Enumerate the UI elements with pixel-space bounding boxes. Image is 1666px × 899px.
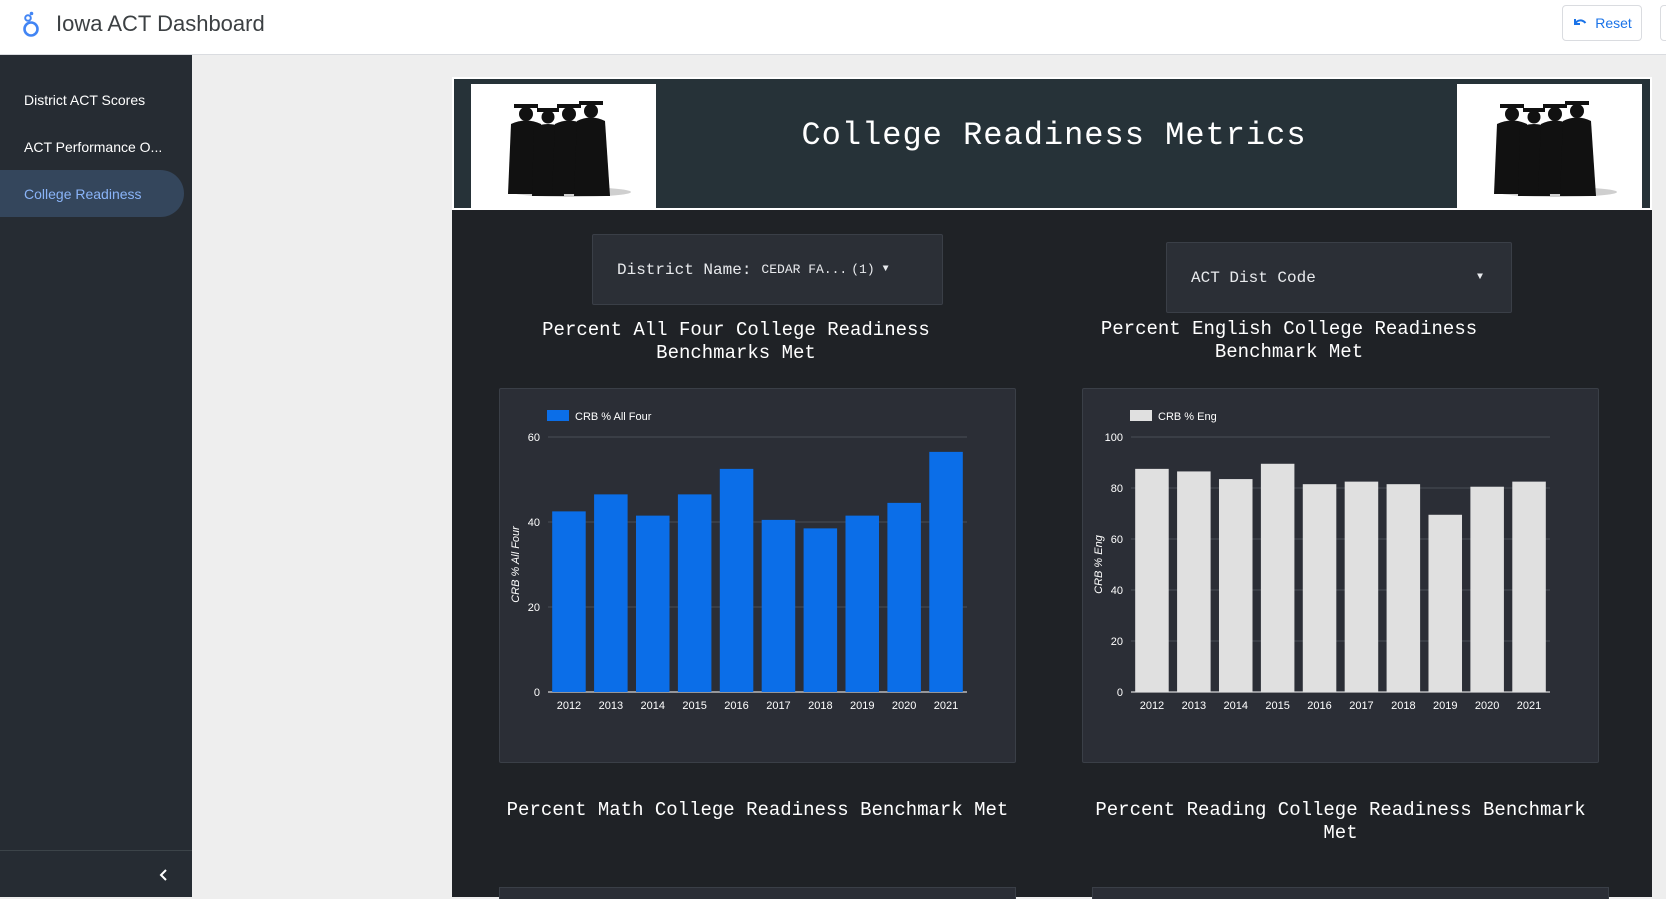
chart-english[interactable]: CRB % Eng 0 20 40 60 80 100 CRB % Eng 2012 2013 20… xyxy=(1082,388,1599,763)
undo-icon xyxy=(1574,19,1587,25)
bar xyxy=(929,451,963,692)
x-tick-label: 2013 xyxy=(599,700,623,712)
x-tick-label: 2017 xyxy=(1349,700,1373,712)
nav-item-district-act-scores[interactable]: District ACT Scores xyxy=(0,76,184,123)
nav-item-act-performance[interactable]: ACT Performance O... xyxy=(0,123,184,170)
x-tick-label: 2015 xyxy=(1265,700,1289,712)
bar xyxy=(552,511,586,692)
y-tick-label: 40 xyxy=(528,517,540,529)
dropdown-arrow-icon: ▼ xyxy=(882,264,889,275)
bar xyxy=(719,468,754,692)
bar xyxy=(1135,468,1169,692)
x-tick-label: 2012 xyxy=(1140,700,1164,712)
nav-item-label: College Readiness xyxy=(24,185,142,202)
y-tick-label: 20 xyxy=(1111,636,1123,648)
bar xyxy=(1177,471,1211,692)
bar xyxy=(1386,484,1421,692)
chart-reading[interactable] xyxy=(1092,887,1609,899)
graduates-silhouette-icon xyxy=(1494,101,1617,197)
bar xyxy=(1302,484,1337,692)
chart-title-all-four: Percent All Four College Readiness Bench… xyxy=(542,319,930,364)
nav-item-label: ACT Performance O... xyxy=(24,138,163,155)
bar xyxy=(1218,479,1253,692)
legend-swatch xyxy=(547,410,569,421)
bar xyxy=(845,515,880,692)
x-tick-label: 2021 xyxy=(934,700,958,712)
act-dist-code-filter[interactable]: ACT Dist Code ▼ xyxy=(1166,242,1512,313)
y-axis-label: CRB % Eng xyxy=(1093,534,1105,594)
bar xyxy=(1512,481,1546,692)
y-tick-label: 0 xyxy=(534,687,540,699)
bar-chart-english: CRB % Eng 0 20 40 60 80 100 CRB % Eng 2012 2013 20… xyxy=(1093,410,1550,712)
bar xyxy=(1470,486,1504,692)
bar xyxy=(761,519,796,692)
looker-studio-logo-icon xyxy=(23,11,39,37)
dist-code-filter-label: ACT Dist Code xyxy=(1191,268,1316,287)
legend-label: CRB % All Four xyxy=(575,411,652,423)
x-tick-label: 2014 xyxy=(1224,700,1248,712)
app-title: Iowa ACT Dashboard xyxy=(56,11,265,36)
banner-title: College Readiness Metrics xyxy=(801,117,1307,154)
page-navigation-sidebar: District ACT Scores ACT Performance O...… xyxy=(0,55,192,897)
bar xyxy=(1344,481,1379,692)
bar xyxy=(887,502,921,692)
graduates-image xyxy=(471,84,656,208)
top-bar: Iowa ACT Dashboard Reset xyxy=(0,0,1666,55)
legend-label: CRB % Eng xyxy=(1158,411,1217,423)
district-filter-label: District Name: xyxy=(617,260,752,279)
x-tick-label: 2014 xyxy=(641,700,665,712)
district-filter-count: (1) xyxy=(851,262,875,277)
y-tick-label: 20 xyxy=(528,602,540,614)
x-tick-label: 2017 xyxy=(766,700,790,712)
x-tick-label: 2016 xyxy=(1307,700,1331,712)
bar xyxy=(677,494,712,692)
y-tick-label: 60 xyxy=(528,432,540,444)
chart-title-math: Percent Math College Readiness Benchmark… xyxy=(506,799,1009,821)
reset-button[interactable]: Reset xyxy=(1562,5,1642,41)
chart-title-reading: Percent Reading College Readiness Benchm… xyxy=(1095,799,1586,844)
chart-math[interactable] xyxy=(499,887,1016,899)
x-tick-label: 2012 xyxy=(557,700,581,712)
district-name-filter[interactable]: District Name: CEDAR FA... (1) ▼ xyxy=(592,234,943,305)
y-tick-label: 60 xyxy=(1111,534,1123,546)
legend-swatch xyxy=(1130,410,1152,421)
y-axis-label: CRB % All Four xyxy=(510,525,522,603)
y-tick-label: 40 xyxy=(1111,585,1123,597)
more-options-button[interactable] xyxy=(1660,5,1666,41)
bar xyxy=(1428,514,1463,692)
y-tick-label: 0 xyxy=(1117,687,1123,699)
bar xyxy=(635,515,670,692)
bar-chart-all-four: CRB % All Four 0 20 40 60 CRB % All Four 2012 2… xyxy=(510,410,967,712)
reset-label: Reset xyxy=(1595,15,1632,31)
graduates-image xyxy=(1457,84,1642,208)
x-tick-label: 2018 xyxy=(808,700,832,712)
dropdown-arrow-icon: ▼ xyxy=(1476,272,1483,283)
report-canvas: College Readiness Metrics District Name:… xyxy=(452,77,1652,899)
bar xyxy=(803,528,838,692)
chevron-left-icon xyxy=(159,869,167,881)
chart-all-four[interactable]: CRB % All Four 0 20 40 60 CRB % All Four 2012 2… xyxy=(499,388,1016,763)
y-tick-label: 100 xyxy=(1105,432,1123,444)
x-tick-label: 2020 xyxy=(1475,700,1499,712)
x-tick-label: 2016 xyxy=(724,700,748,712)
collapse-sidebar-button[interactable] xyxy=(152,863,176,887)
x-tick-label: 2015 xyxy=(682,700,706,712)
nav-item-label: District ACT Scores xyxy=(24,91,146,108)
x-tick-label: 2019 xyxy=(1433,700,1457,712)
x-tick-label: 2021 xyxy=(1517,700,1541,712)
x-tick-label: 2020 xyxy=(892,700,916,712)
x-tick-label: 2018 xyxy=(1391,700,1415,712)
bar xyxy=(1260,463,1295,692)
sidebar-divider xyxy=(0,850,192,851)
y-tick-label: 80 xyxy=(1111,483,1123,495)
nav-item-college-readiness[interactable]: College Readiness xyxy=(0,170,184,217)
x-tick-label: 2019 xyxy=(850,700,874,712)
bar xyxy=(594,494,628,692)
header-banner: College Readiness Metrics xyxy=(452,77,1652,210)
x-tick-label: 2013 xyxy=(1182,700,1206,712)
graduates-silhouette-icon xyxy=(508,101,631,197)
district-filter-value: CEDAR FA... xyxy=(761,262,848,277)
chart-title-english: Percent English College Readiness Benchm… xyxy=(1100,318,1478,363)
